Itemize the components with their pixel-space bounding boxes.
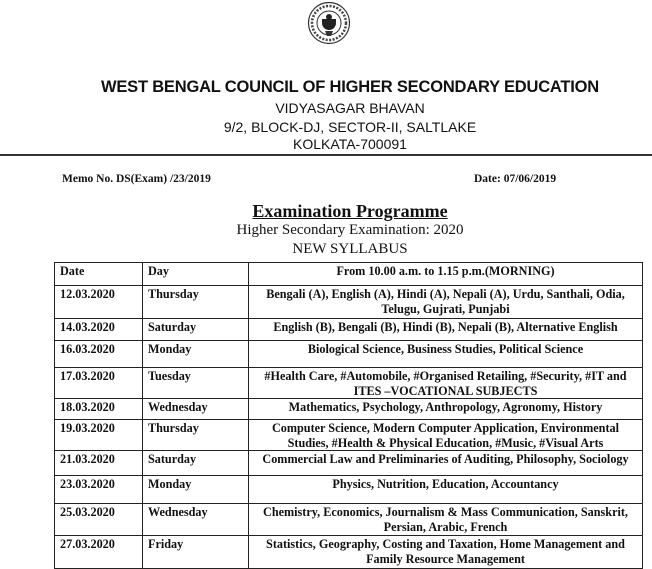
row-subjects: Physics, Nutrition, Education, Accountan… — [248, 475, 643, 504]
row-date: 18.03.2020 — [54, 398, 143, 420]
row-day: Saturday — [142, 450, 249, 476]
document-subheading: Higher Secondary Examination: 2020 — [236, 222, 464, 238]
row-subjects: Computer Science, Modern Computer Applic… — [248, 419, 643, 451]
row-subjects: Chemistry, Economics, Journalism & Mass … — [248, 503, 643, 536]
address-line-2: 9/2, BLOCK-DJ, SECTOR-II, SALTLAKE — [223, 119, 477, 135]
row-subjects: English (B), Bengali (B), Hindi (B), Nep… — [248, 318, 643, 341]
council-seal-logo — [307, 1, 351, 45]
table-row: 16.03.2020 Monday Biological Science, Busi… — [54, 340, 643, 368]
memo-date: Date: 07/06/2019 — [474, 173, 557, 185]
memo-number: Memo No. DS(Exam) /23/2019 — [62, 173, 211, 185]
document-heading: Examination Programme — [252, 201, 448, 221]
table-row: 21.03.2020 Saturday Commercial Law and Pre… — [54, 450, 643, 476]
address-line-1: VIDYASAGAR BHAVAN — [275, 100, 425, 116]
row-subjects: Mathematics, Psychology, Anthropology, A… — [248, 398, 643, 420]
row-date: 12.03.2020 — [54, 285, 143, 319]
table-header-row: Date Day From 10.00 a.m. to 1.15 p.m.(MO… — [54, 262, 643, 286]
table-row: 27.03.2020 Friday Statistics, Geography, C… — [54, 535, 643, 569]
row-subjects: Statistics, Geography, Costing and Taxat… — [248, 535, 643, 569]
row-day: Thursday — [142, 419, 249, 451]
address-line-3: KOLKATA-700091 — [293, 136, 407, 152]
header-subjects: From 10.00 a.m. to 1.15 p.m.(MORNING) — [248, 262, 643, 286]
row-day: Wednesday — [142, 398, 249, 420]
row-date: 17.03.2020 — [54, 367, 143, 399]
row-day: Monday — [142, 475, 249, 504]
table-row: 19.03.2020 Thursday Computer Science, Mode… — [54, 419, 643, 451]
header-day: Day — [142, 262, 249, 286]
row-subjects: Biological Science, Business Studies, Po… — [248, 340, 643, 368]
table-row: 18.03.2020 Wednesday Mathematics, Psycholo… — [54, 398, 643, 420]
header-date: Date — [54, 262, 143, 286]
row-day: Thursday — [142, 285, 249, 319]
row-date: 23.03.2020 — [54, 475, 143, 504]
table-row: 23.03.2020 Monday Physics, Nutrition, Educ… — [54, 475, 643, 504]
table-row: 14.03.2020 Saturday English (B), Bengali (… — [54, 318, 643, 341]
row-day: Wednesday — [142, 503, 249, 536]
row-date: 16.03.2020 — [54, 340, 143, 368]
table-row: 12.03.2020 Thursday Bengali (A), English (… — [54, 285, 643, 319]
row-day: Saturday — [142, 318, 249, 341]
table-row: 17.03.2020 Tuesday #Health Care, #Automobi… — [54, 367, 643, 399]
row-subjects: Bengali (A), English (A), Hindi (A), Nep… — [248, 285, 643, 319]
table-row: 25.03.2020 Wednesday Chemistry, Economics,… — [54, 503, 643, 536]
row-day: Tuesday — [142, 367, 249, 399]
syllabus-label: NEW SYLLABUS — [292, 241, 408, 257]
row-subjects: #Health Care, #Automobile, #Organised Re… — [248, 367, 643, 399]
row-date: 14.03.2020 — [54, 318, 143, 341]
row-subjects: Commercial Law and Preliminaries of Audi… — [248, 450, 643, 476]
row-date: 19.03.2020 — [54, 419, 143, 451]
exam-schedule-table: Date Day From 10.00 a.m. to 1.15 p.m.(MO… — [54, 262, 643, 569]
header-divider — [0, 154, 652, 156]
row-date: 21.03.2020 — [54, 450, 143, 476]
organization-name: WEST BENGAL COUNCIL OF HIGHER SECONDARY … — [100, 78, 600, 96]
row-day: Friday — [142, 535, 249, 569]
row-date: 25.03.2020 — [54, 503, 143, 536]
row-day: Monday — [142, 340, 249, 368]
row-date: 27.03.2020 — [54, 535, 143, 569]
